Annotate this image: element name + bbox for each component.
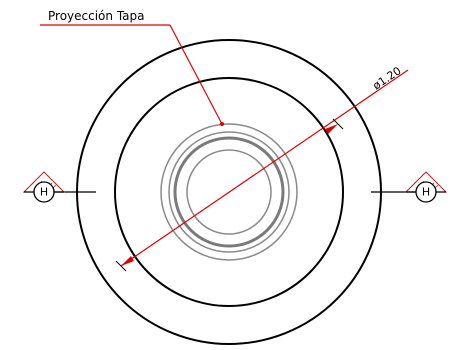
section-marker-right-label: H [422,186,430,199]
section-marker-right: H [404,171,448,203]
lid-middle-ring [168,131,290,253]
section-marker-left: H [22,171,66,203]
diameter-label: ø1.20 [370,64,403,92]
lid-thick-ring [173,136,285,248]
section-marker-left-label: H [40,186,48,199]
title-leader [40,24,224,126]
diameter-dimension [115,69,409,272]
lid-outer-ring [160,123,298,261]
lid-inner-ring [186,149,272,235]
lid-projection-label: Proyección Tapa [48,9,144,23]
inner-wall-circle [114,77,344,307]
